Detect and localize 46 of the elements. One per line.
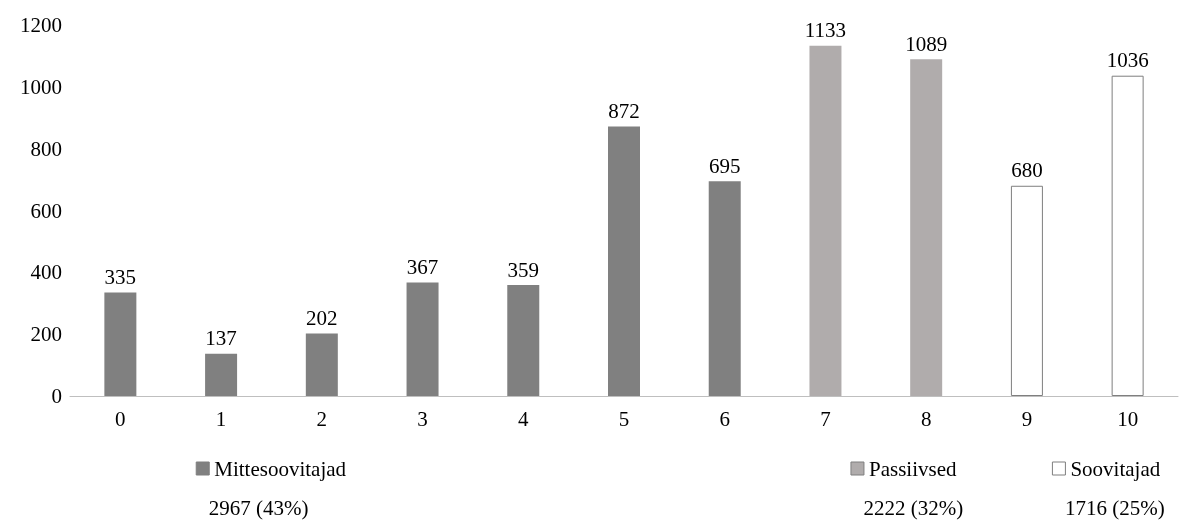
bar [809,45,842,396]
x-tick-label: 1 [215,406,227,431]
data-label: 872 [608,98,640,123]
data-label: 695 [708,153,741,178]
bar [205,353,238,396]
bar [507,285,540,396]
bar [406,282,439,396]
bar [608,126,640,396]
data-label: 1089 [905,31,948,56]
y-tick-label: 400 [30,260,62,285]
text: 2967 (43%) [208,495,309,520]
data-label: 202 [306,306,338,331]
x-tick-label: 7 [820,406,831,431]
data-label: 137 [205,326,237,351]
bar [1010,185,1043,396]
y-tick-label: 1200 [20,13,62,37]
text: 1716 (25%) [1064,495,1165,520]
y-tick-label: 200 [30,322,62,347]
data-label: 367 [406,255,439,280]
x-tick-label: 8 [920,406,932,431]
legend-label: Mittesoovitajad [214,456,347,481]
x-tick-label: 4 [518,406,530,431]
x-tick-label: 0 [115,406,126,431]
bar [708,181,741,396]
x-tick-label: 10 [1117,406,1139,431]
data-label: 335 [104,264,137,289]
x-tick-label: 9 [1021,406,1033,431]
x-tick-label: 2 [316,406,328,431]
bar [1111,75,1144,396]
bar [104,292,137,396]
x-tick-label: 3 [417,406,428,431]
legend-label: Soovitajad [1070,456,1161,481]
bar [910,59,943,396]
data-label: 1133 [804,18,847,43]
y-tick-label: 800 [30,136,62,161]
y-tick-label: 1000 [20,74,62,99]
data-label: 359 [507,257,540,282]
x-tick-label: 6 [719,406,730,431]
y-tick-label: 0 [51,384,62,408]
text: 2222 (32%) [863,495,964,520]
data-label: 680 [1011,158,1043,183]
y-tick-label: 600 [30,198,62,223]
bar [305,333,338,396]
x-tick-label: 5 [618,406,630,431]
legend-label: Passiivsed [868,456,957,481]
data-label: 1036 [1106,48,1149,73]
